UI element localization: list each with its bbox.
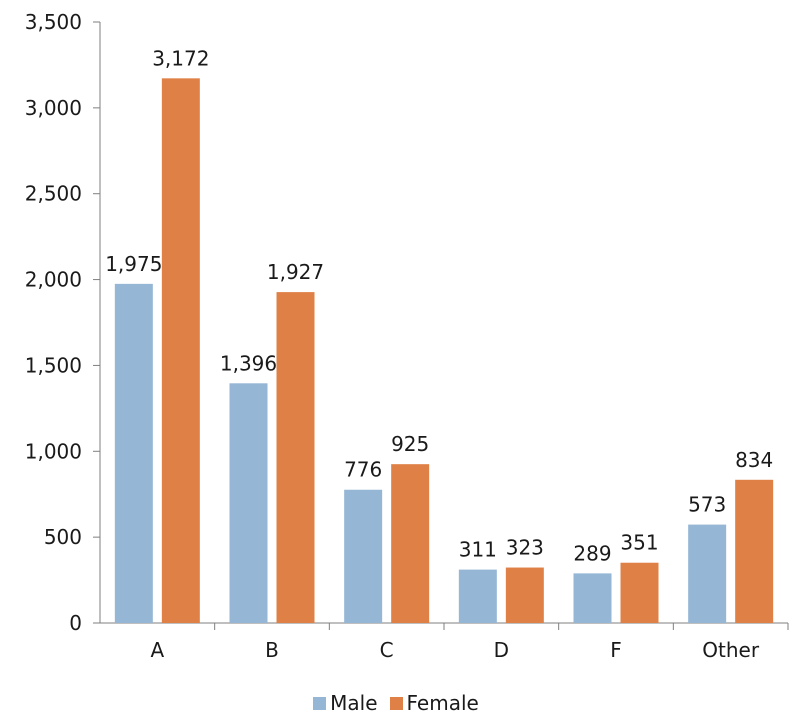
y-tick-label: 3,500 xyxy=(25,10,82,34)
data-label-male: 1,975 xyxy=(105,252,162,276)
bar-female xyxy=(735,479,774,623)
y-tick-label: 0 xyxy=(69,611,82,635)
y-tick-label: 2,500 xyxy=(25,182,82,206)
bar-chart-svg: 0 500 1,000 1,500 2,000 2,500 3,000 3,500 A 1,975… xyxy=(25,10,789,662)
data-label-female: 3,172 xyxy=(152,46,209,70)
legend-label-female: Female xyxy=(406,691,479,715)
data-label-male: 776 xyxy=(344,458,382,482)
x-tick-label: B xyxy=(265,638,279,662)
bar-male xyxy=(458,569,497,623)
x-tick-label: A xyxy=(150,638,164,662)
data-label-female: 323 xyxy=(506,536,544,560)
bar-male xyxy=(344,489,383,623)
bar-female xyxy=(161,78,200,624)
legend-item-female: Female xyxy=(389,691,479,715)
legend-item-male: Male xyxy=(313,691,378,715)
data-label-female: 834 xyxy=(735,448,773,472)
bar-female xyxy=(391,464,430,623)
data-label-male: 289 xyxy=(573,541,611,565)
data-label-female: 351 xyxy=(620,531,658,555)
data-label-male: 573 xyxy=(688,493,726,517)
data-label-male: 1,396 xyxy=(220,351,277,375)
bar-male xyxy=(229,383,268,623)
x-tick-label: Other xyxy=(702,638,760,662)
bar-female xyxy=(620,562,659,623)
data-label-female: 925 xyxy=(391,432,429,456)
y-tick-label: 3,000 xyxy=(25,96,82,120)
y-tick-label: 500 xyxy=(44,525,82,549)
y-tick-label: 1,500 xyxy=(25,353,82,377)
legend: Male Female xyxy=(0,690,792,716)
bar-female xyxy=(505,567,544,623)
legend-swatch-female xyxy=(389,696,403,710)
bar-female xyxy=(276,292,315,623)
y-tick-label: 2,000 xyxy=(25,268,82,292)
y-tick-label: 1,000 xyxy=(25,439,82,463)
data-label-female: 1,927 xyxy=(267,260,324,284)
legend-label-male: Male xyxy=(330,691,378,715)
x-tick-label: C xyxy=(380,638,394,662)
bar-male xyxy=(573,573,612,623)
legend-swatch-male xyxy=(313,696,327,710)
bar-male xyxy=(688,524,727,623)
x-tick-label: F xyxy=(610,638,622,662)
bar-male xyxy=(114,283,153,623)
x-tick-label: D xyxy=(494,638,509,662)
data-label-male: 311 xyxy=(459,538,497,562)
